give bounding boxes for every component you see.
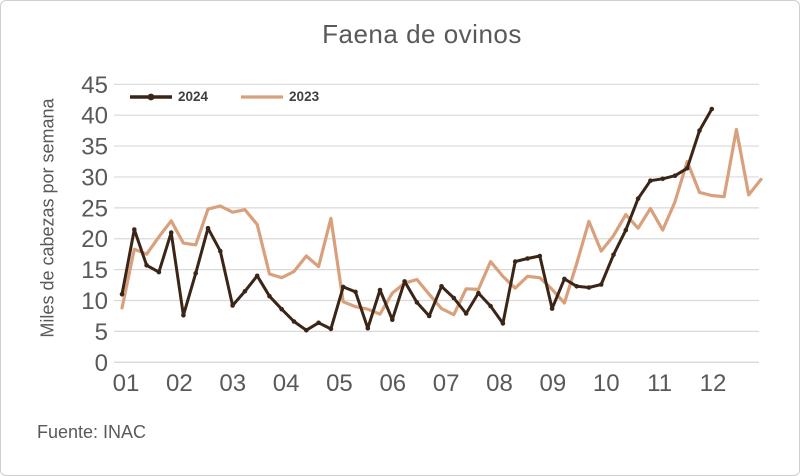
data-point-marker [635,196,641,201]
data-point-marker [525,256,530,261]
data-point-marker [562,276,567,282]
y-tick-label: 25 [81,195,108,222]
data-point-marker [193,271,198,276]
data-point-marker [648,178,653,183]
data-point-marker [328,326,334,332]
legend: 2024 2023 [129,89,319,104]
x-tick-label: 06 [379,370,406,397]
data-point-marker [402,279,407,284]
legend-swatch-2024-icon [130,93,172,100]
y-tick-label: 30 [81,164,108,191]
data-point-marker [119,292,125,297]
data-point-marker [414,300,420,305]
x-tick-label: 10 [593,370,620,397]
data-point-marker [500,321,506,326]
legend-item-2024: 2024 [129,89,208,104]
x-tick-label: 12 [700,370,727,397]
data-point-marker [254,273,260,279]
x-tick-label: 07 [433,370,460,397]
data-point-marker [586,285,592,290]
y-tick-label: 40 [81,103,108,130]
data-point-marker [291,319,297,324]
data-point-marker [574,284,579,289]
data-point-marker [611,252,616,258]
legend-label-2023: 2023 [289,89,320,104]
data-point-marker [168,230,174,235]
x-tick-label: 03 [219,370,246,397]
x-tick-label: 09 [540,370,567,397]
data-point-marker [439,284,444,289]
source-note: Fuente: INAC [37,422,147,442]
y-tick-label: 15 [81,257,108,284]
data-point-marker [623,227,629,233]
x-tick-label: 08 [486,370,513,397]
y-tick-label: 5 [95,319,108,346]
x-tick-label: 11 [647,370,672,397]
data-point-marker [672,173,678,178]
data-point-marker [365,326,371,331]
data-point-marker [709,106,715,112]
legend-swatch-2023-icon [241,94,284,99]
data-point-marker [353,289,358,295]
data-point-marker [267,293,272,299]
data-point-marker [537,253,543,259]
data-point-marker [697,128,702,133]
y-tick-label: 10 [81,288,108,315]
data-point-marker [242,289,248,294]
data-point-marker [230,303,235,308]
data-point-marker [304,327,309,333]
y-tick-label: 0 [95,350,108,377]
data-point-marker [340,284,346,290]
data-point-marker [132,227,137,232]
data-point-marker [279,306,285,312]
data-point-marker [476,290,481,296]
data-point-marker [316,320,321,326]
data-point-marker [451,295,457,301]
x-tick-label: 04 [273,370,300,397]
data-point-marker [549,306,555,311]
data-point-marker [218,248,223,254]
data-point-marker [512,259,518,264]
data-point-marker [684,166,690,171]
legend-label-2024: 2024 [178,89,209,104]
y-tick-label: 45 [81,72,108,99]
x-tick-label: 01 [113,370,140,397]
x-tick-label: 05 [326,370,353,397]
y-tick-label: 35 [81,134,108,161]
x-tick-label: 02 [166,370,193,397]
series-line-2023 [120,127,763,317]
data-point-marker [463,311,469,316]
chart-title: Faena de ovinos [322,19,522,49]
y-tick-label: 20 [81,226,108,253]
data-point-marker [181,313,186,318]
data-point-marker [144,263,149,268]
legend-item-2023: 2023 [240,89,319,104]
data-point-marker [598,282,604,287]
data-point-marker [488,303,493,309]
data-point-marker [660,176,665,182]
data-point-marker [390,317,395,323]
data-point-marker [156,269,162,275]
data-point-marker [426,313,432,319]
data-point-marker [377,287,383,293]
data-point-marker [205,225,211,231]
